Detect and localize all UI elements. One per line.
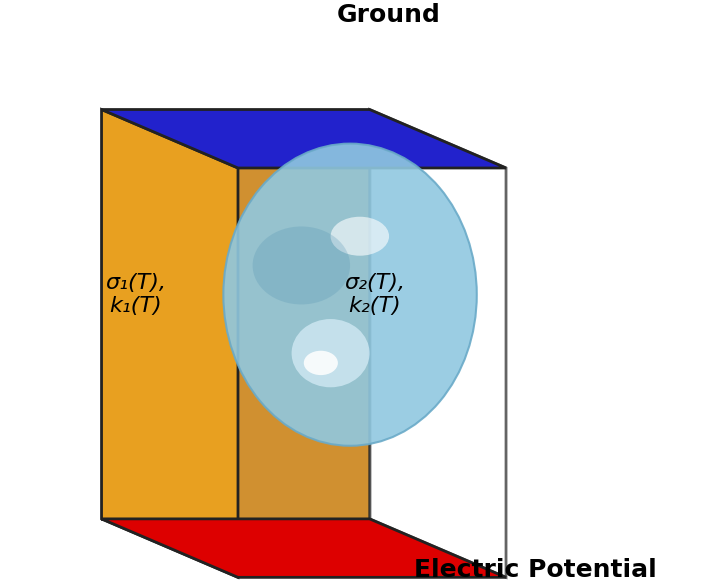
Text: σ₁(T),
k₁(T): σ₁(T), k₁(T) [105,273,166,316]
Text: Electric Potential: Electric Potential [414,558,657,582]
Ellipse shape [330,217,389,256]
Polygon shape [102,109,369,519]
Text: σ₂(T),
k₂(T): σ₂(T), k₂(T) [344,273,405,316]
Text: Ground: Ground [337,3,441,26]
Polygon shape [369,109,506,577]
Polygon shape [102,109,238,577]
Ellipse shape [292,319,369,387]
Polygon shape [102,519,506,577]
Polygon shape [102,109,506,168]
Ellipse shape [304,350,338,375]
Ellipse shape [253,226,350,305]
Ellipse shape [223,143,477,446]
